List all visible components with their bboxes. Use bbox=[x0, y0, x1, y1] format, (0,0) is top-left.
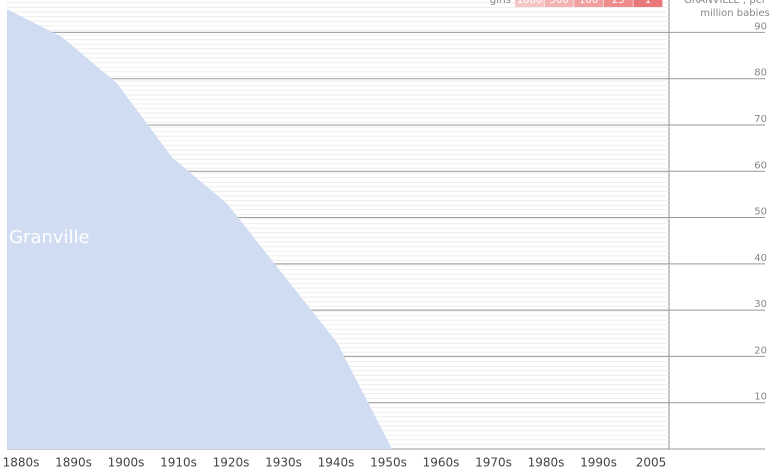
y-tick-label: 10 bbox=[754, 392, 767, 403]
x-tick-label: 1940s bbox=[318, 456, 355, 470]
x-tick-label: 1900s bbox=[108, 456, 145, 470]
legend-title: girls bbox=[490, 0, 511, 6]
legend-swatch bbox=[603, 0, 633, 7]
y-tick-label: 80 bbox=[754, 68, 767, 79]
legend-swatch bbox=[574, 0, 604, 7]
legend-label: 1000 bbox=[517, 0, 542, 6]
x-tick-label: 2005 bbox=[636, 456, 667, 470]
legend-label: 25 bbox=[612, 0, 625, 6]
series-label: Granville bbox=[9, 227, 90, 248]
x-tick-label: 1960s bbox=[423, 456, 460, 470]
y-tick-label: 70 bbox=[754, 114, 767, 125]
x-tick-label: 1910s bbox=[160, 456, 197, 470]
y-tick-label: 30 bbox=[754, 299, 767, 310]
chart-title: GRANVILLE , per bbox=[684, 0, 767, 6]
legend-label: 1 bbox=[645, 0, 651, 6]
x-tick-label: 1920s bbox=[213, 456, 250, 470]
y-tick-label: 20 bbox=[754, 345, 767, 356]
y-tick-label: 40 bbox=[754, 253, 767, 264]
x-tick-label: 1980s bbox=[528, 456, 565, 470]
x-tick-label: 1970s bbox=[475, 456, 512, 470]
x-tick-label: 1990s bbox=[580, 456, 617, 470]
x-tick-label: 1880s bbox=[3, 456, 40, 470]
area bbox=[7, 9, 667, 450]
y-tick-label: 60 bbox=[754, 160, 767, 171]
legend-swatch bbox=[633, 0, 663, 7]
chart-subtitle: million babies bbox=[700, 8, 769, 19]
x-tick-label: 1930s bbox=[265, 456, 302, 470]
legend-label: 500 bbox=[550, 0, 569, 6]
legend-swatch bbox=[544, 0, 574, 7]
y-tick-label: 90 bbox=[754, 21, 767, 32]
legend-label: 100 bbox=[579, 0, 598, 6]
x-tick-label: 1950s bbox=[370, 456, 407, 470]
x-tick-label: 1890s bbox=[55, 456, 92, 470]
legend-swatch bbox=[515, 0, 544, 7]
y-tick-label: 50 bbox=[754, 207, 767, 218]
